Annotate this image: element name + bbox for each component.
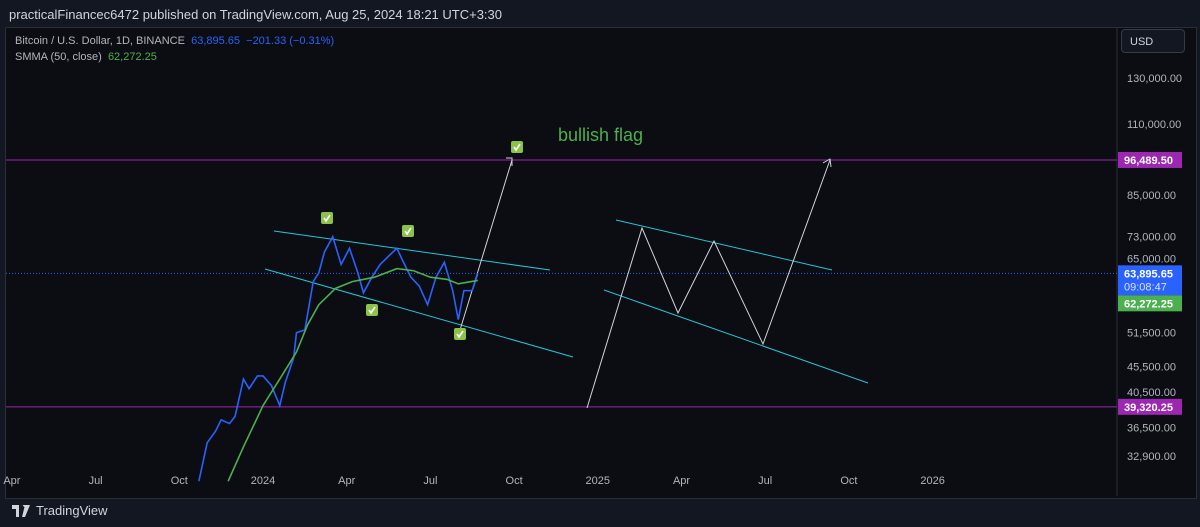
smma-price-label: 62,272.25 xyxy=(1124,298,1173,310)
smma-label: SMMA (50, close) xyxy=(15,51,102,63)
checkmark-icon xyxy=(513,143,521,152)
checkmark-icon xyxy=(402,225,414,237)
x-tick-label: Jul xyxy=(758,475,772,487)
y-tick-label: 73,000.00 xyxy=(1127,232,1176,244)
projected-path xyxy=(586,159,831,409)
x-tick-label: Oct xyxy=(840,475,857,487)
checkmark-icon xyxy=(368,306,376,315)
checkmark-icon xyxy=(404,227,412,236)
x-tick-label: Oct xyxy=(171,475,188,487)
annotation-text: bullish flag xyxy=(558,125,643,145)
channel-trendline xyxy=(615,219,833,271)
level-price-label: 39,320.25 xyxy=(1124,402,1173,414)
legend-price: 63,895.65 xyxy=(191,35,241,47)
level-price-label: 96,489.50 xyxy=(1124,155,1173,167)
x-tick-label: 2024 xyxy=(251,475,275,487)
smma-price-tag xyxy=(1118,295,1182,312)
chart-legend: Bitcoin / U.S. Dollar, 1D, BINANCE 63,89… xyxy=(15,33,334,65)
channel-trendline xyxy=(264,268,574,358)
y-tick-label: 36,500.00 xyxy=(1127,422,1176,434)
x-tick-label: Apr xyxy=(3,475,20,487)
countdown-label: 09:08:47 xyxy=(1124,281,1167,293)
arrowhead-icon xyxy=(822,158,832,168)
y-tick-label: 110,000.00 xyxy=(1127,119,1181,131)
price-line xyxy=(198,234,479,482)
level-price-tag xyxy=(1118,398,1182,415)
projection-arrow xyxy=(459,159,513,331)
arrowhead-icon xyxy=(506,157,513,166)
y-tick-label: 51,500.00 xyxy=(1127,328,1176,340)
x-tick-label: Oct xyxy=(506,475,523,487)
legend-change: −201.33 (−0.31%) xyxy=(246,35,335,47)
y-tick-label: 130,000.00 xyxy=(1127,73,1182,85)
checkmark-icon xyxy=(323,214,331,223)
checkmark-icon xyxy=(321,212,333,224)
footer: TradingView xyxy=(12,503,108,518)
checkmark-icon xyxy=(511,141,523,153)
y-tick-label: 65,000.00 xyxy=(1127,253,1176,265)
chart-panel[interactable] xyxy=(5,27,1197,499)
y-tick-label: 85,000.00 xyxy=(1127,190,1176,202)
last-price-label: 63,895.65 xyxy=(1124,268,1173,280)
checkmark-icon xyxy=(456,330,464,339)
channel-trendline xyxy=(273,230,551,271)
x-tick-label: Jul xyxy=(89,475,103,487)
brand-label: TradingView xyxy=(36,503,108,518)
smma-value: 62,272.25 xyxy=(107,51,157,63)
checkmark-icon xyxy=(454,328,466,340)
tradingview-logo-icon xyxy=(12,504,30,517)
x-tick-label: 2025 xyxy=(586,475,610,487)
symbol-label: Bitcoin / U.S. Dollar, 1D, BINANCE xyxy=(15,35,185,47)
y-tick-label: 45,500.00 xyxy=(1127,362,1176,374)
currency-button[interactable]: USD xyxy=(1121,29,1185,53)
y-tick-label: 32,900.00 xyxy=(1127,451,1176,463)
last-price-tag xyxy=(1118,265,1182,296)
channel-trendline xyxy=(603,289,869,384)
x-tick-label: Apr xyxy=(673,475,690,487)
level-price-tag xyxy=(1118,151,1182,168)
smma-line xyxy=(227,267,478,482)
x-tick-label: Jul xyxy=(423,475,437,487)
y-tick-label: 40,500.00 xyxy=(1127,387,1176,399)
x-tick-label: Apr xyxy=(338,475,355,487)
checkmark-icon xyxy=(366,304,378,316)
x-tick-label: 2026 xyxy=(920,475,944,487)
published-header: practicalFinancec6472 published on Tradi… xyxy=(9,7,503,22)
